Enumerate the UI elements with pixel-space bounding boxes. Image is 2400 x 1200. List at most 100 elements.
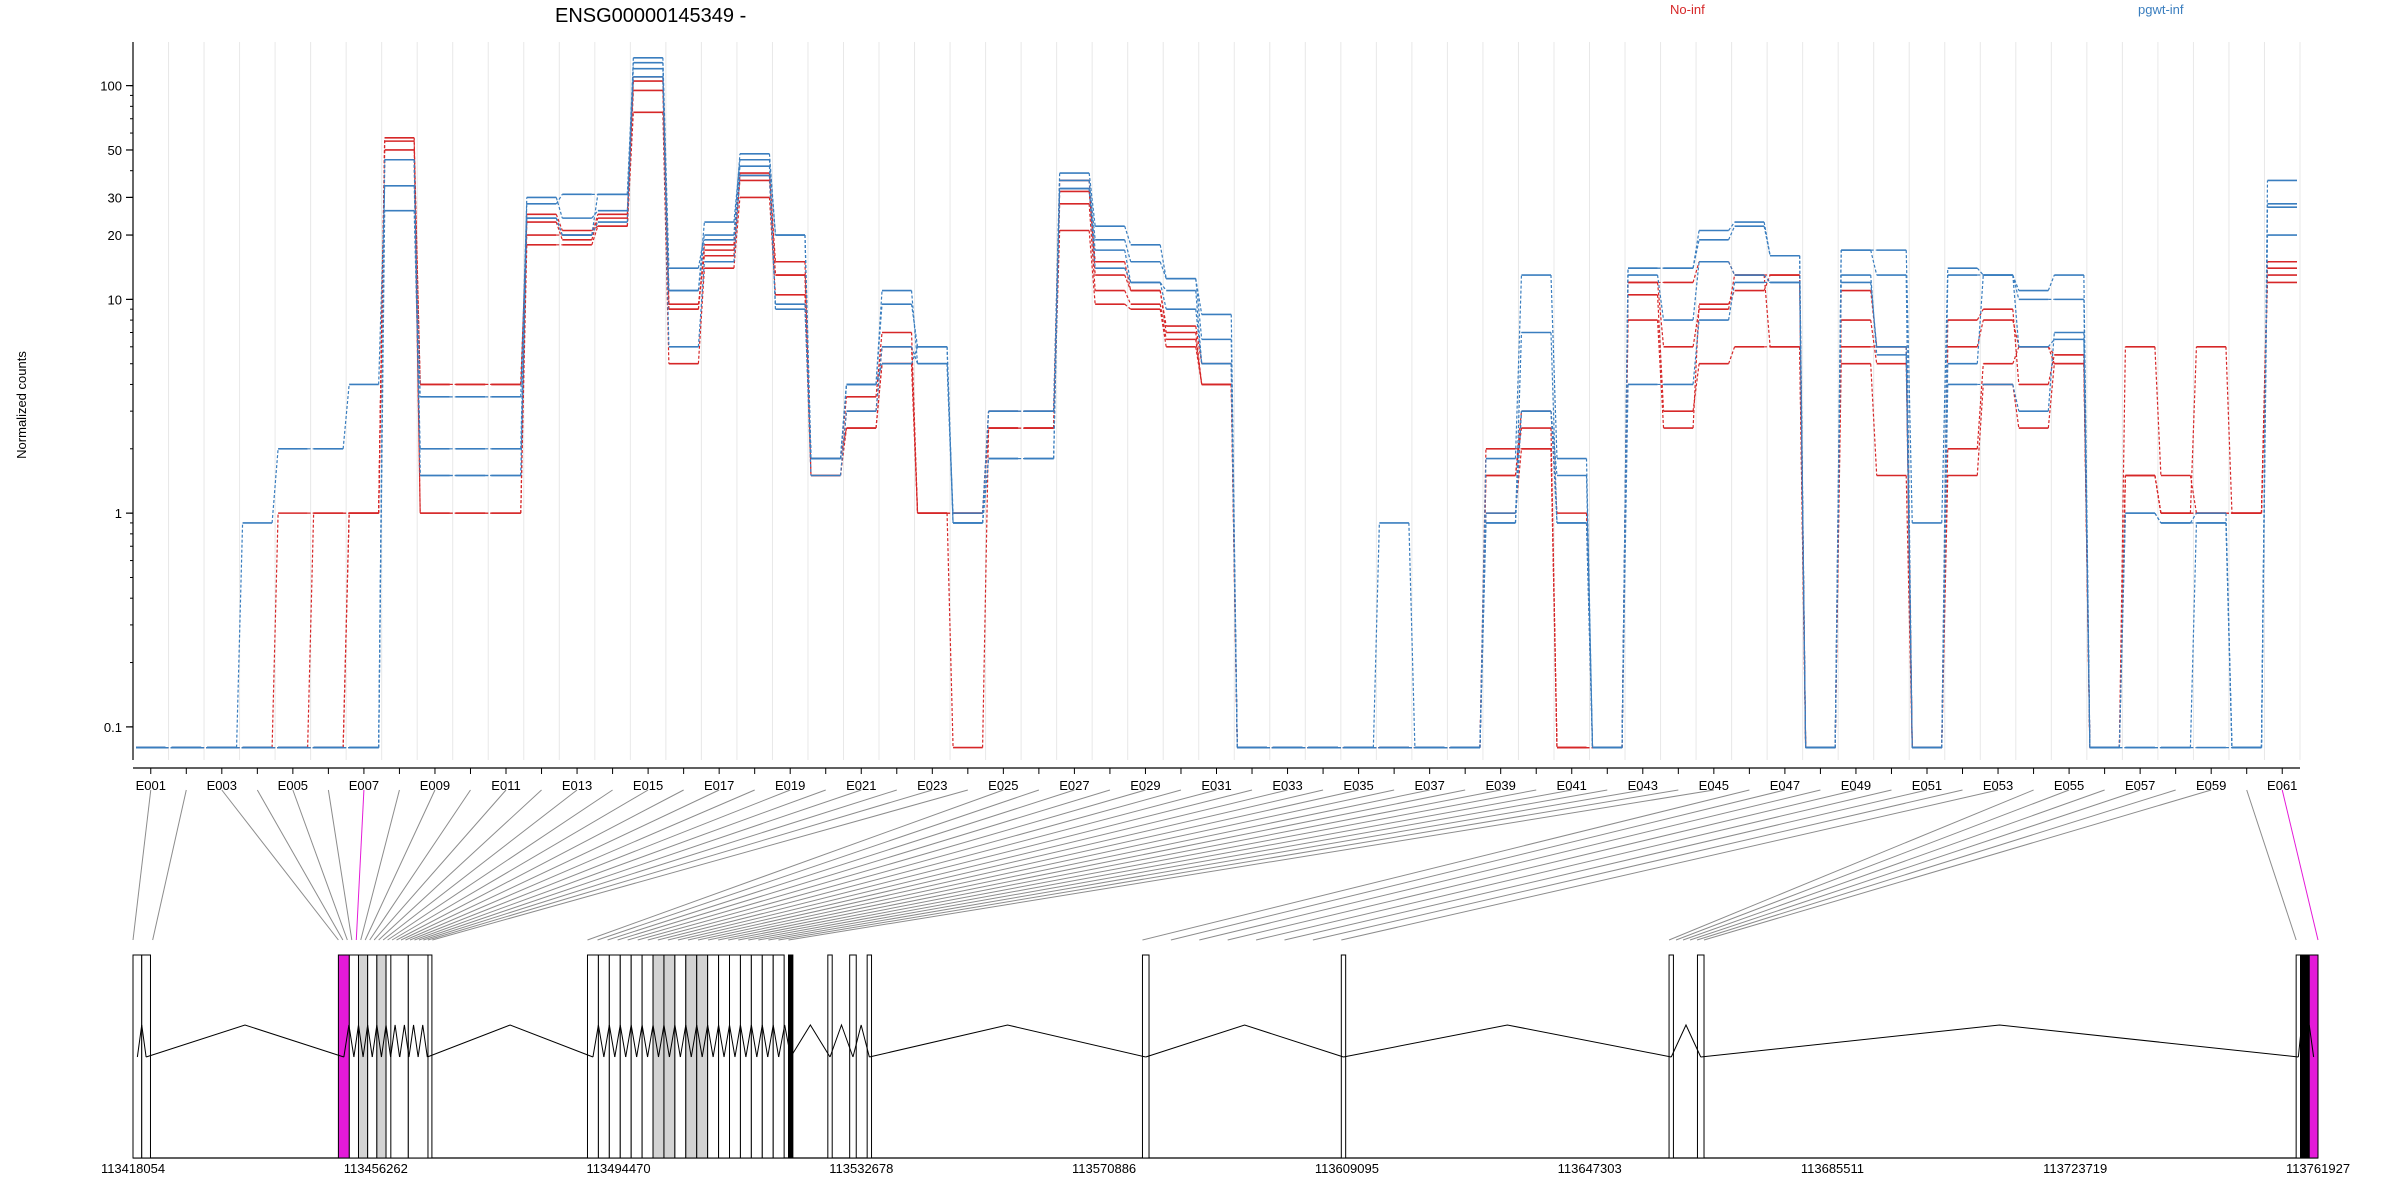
series-connector xyxy=(555,221,563,240)
exon-link-line xyxy=(2281,789,2319,941)
series-connector xyxy=(271,513,279,748)
exon-link-line xyxy=(1170,789,1786,941)
series-connector xyxy=(342,384,350,449)
axes: 100 50 30 20 10 1 0.1 xyxy=(100,42,2300,769)
intron-line xyxy=(417,1024,428,1058)
series-connector xyxy=(768,153,777,236)
exon-link-line xyxy=(677,789,1324,941)
x-tick-label: E043 xyxy=(1628,778,1658,793)
series-connector xyxy=(875,346,883,412)
legend-label-pgwt-inf: pgwt-inf xyxy=(2138,2,2184,17)
series-pgwt-inf-6 xyxy=(136,67,2297,749)
intron-line xyxy=(2297,1024,2306,1058)
chart-title: ENSG00000145349 - xyxy=(555,5,746,27)
series-connector xyxy=(1195,309,1203,364)
x-tick-label: E029 xyxy=(1130,778,1160,793)
series-connector xyxy=(1159,244,1167,279)
series-connector xyxy=(1514,428,1523,476)
coordinate-label: 113456262 xyxy=(344,1161,408,1176)
intron-line xyxy=(1670,1023,1702,1058)
intron-line xyxy=(712,1024,725,1058)
series-connector xyxy=(733,197,741,269)
exon-link-line xyxy=(427,789,933,941)
x-tick-label: E049 xyxy=(1841,778,1871,793)
series-connector xyxy=(733,175,741,262)
series-connector xyxy=(910,290,919,364)
intron-line xyxy=(408,1024,419,1058)
series-connector xyxy=(2260,261,2269,514)
series-connector xyxy=(591,214,599,236)
series-connector xyxy=(1905,250,1913,523)
series-connector xyxy=(1870,282,1878,347)
series-connector xyxy=(946,346,954,523)
series-connector xyxy=(1230,363,1238,748)
series-lines xyxy=(136,56,2297,749)
series-connector xyxy=(1195,278,1203,340)
series-connector xyxy=(2154,346,2162,476)
series-connector xyxy=(1159,309,1167,347)
exon-link-lines xyxy=(132,789,2319,941)
intron-line xyxy=(668,1024,681,1058)
series-connector xyxy=(910,346,919,364)
series-connector xyxy=(591,221,599,236)
x-tick-label: E011 xyxy=(491,778,520,793)
intron-line xyxy=(723,1024,736,1058)
series-connector xyxy=(733,153,741,236)
exon-link-line xyxy=(768,789,1643,941)
series-connector xyxy=(1159,261,1167,279)
x-tick-label: E013 xyxy=(562,778,592,793)
series-connector xyxy=(1124,250,1132,283)
series-connector xyxy=(626,68,634,195)
exon-link-line xyxy=(221,789,339,941)
x-tick-label: E033 xyxy=(1272,778,1302,793)
series-connector xyxy=(1692,230,1700,269)
series-connector xyxy=(591,226,599,246)
exon-link-line xyxy=(364,789,436,941)
series-connector xyxy=(1728,221,1736,231)
x-tick-label: E017 xyxy=(704,778,734,793)
series-connector xyxy=(1656,294,1665,412)
series-connector xyxy=(2083,332,2091,748)
exon-link-line xyxy=(382,789,578,941)
intron-line xyxy=(1700,1024,2299,1058)
exon-link-line xyxy=(667,789,1288,941)
series-connector xyxy=(2012,384,2020,429)
intron-line xyxy=(657,1024,670,1058)
exon-link-line xyxy=(687,789,1359,941)
x-tick-label: E045 xyxy=(1699,778,1729,793)
exon-link-line xyxy=(1696,789,2176,941)
series-connector xyxy=(1124,267,1132,283)
series-connector xyxy=(981,458,990,523)
series-connector xyxy=(697,261,705,347)
exon-link-line xyxy=(396,789,684,941)
series-connector xyxy=(1728,290,1736,305)
series-connector xyxy=(2260,207,2269,748)
series-connector xyxy=(875,363,883,429)
intron-line xyxy=(380,1024,392,1058)
intron-line xyxy=(136,1024,147,1058)
coordinate-label: 113723719 xyxy=(2043,1161,2107,1176)
series-connector xyxy=(1656,282,1665,347)
x-tick-label: E057 xyxy=(2125,778,2155,793)
series-connector xyxy=(555,194,563,205)
exon-link-line xyxy=(748,789,1572,941)
series-connector xyxy=(1195,278,1203,315)
series-connector xyxy=(839,384,848,459)
intron-line xyxy=(756,1024,769,1058)
y-tick-label: 10 xyxy=(108,292,122,307)
exon-link-line xyxy=(778,789,1679,941)
series-connector xyxy=(1692,363,1700,412)
x-tick-label: E019 xyxy=(775,778,805,793)
series-connector xyxy=(1124,290,1132,305)
x-tick-label: E051 xyxy=(1912,778,1942,793)
series-connector xyxy=(1941,268,1949,523)
intron-line xyxy=(343,1024,355,1058)
series-connector xyxy=(1124,226,1132,246)
exon-link-line xyxy=(327,789,353,941)
exon-link-line xyxy=(1341,789,1999,941)
series-connector xyxy=(2012,274,2020,347)
series-connector xyxy=(697,244,705,310)
exon-link-line xyxy=(2246,789,2297,941)
exon-link-line xyxy=(418,789,862,941)
series-connector xyxy=(768,159,777,236)
